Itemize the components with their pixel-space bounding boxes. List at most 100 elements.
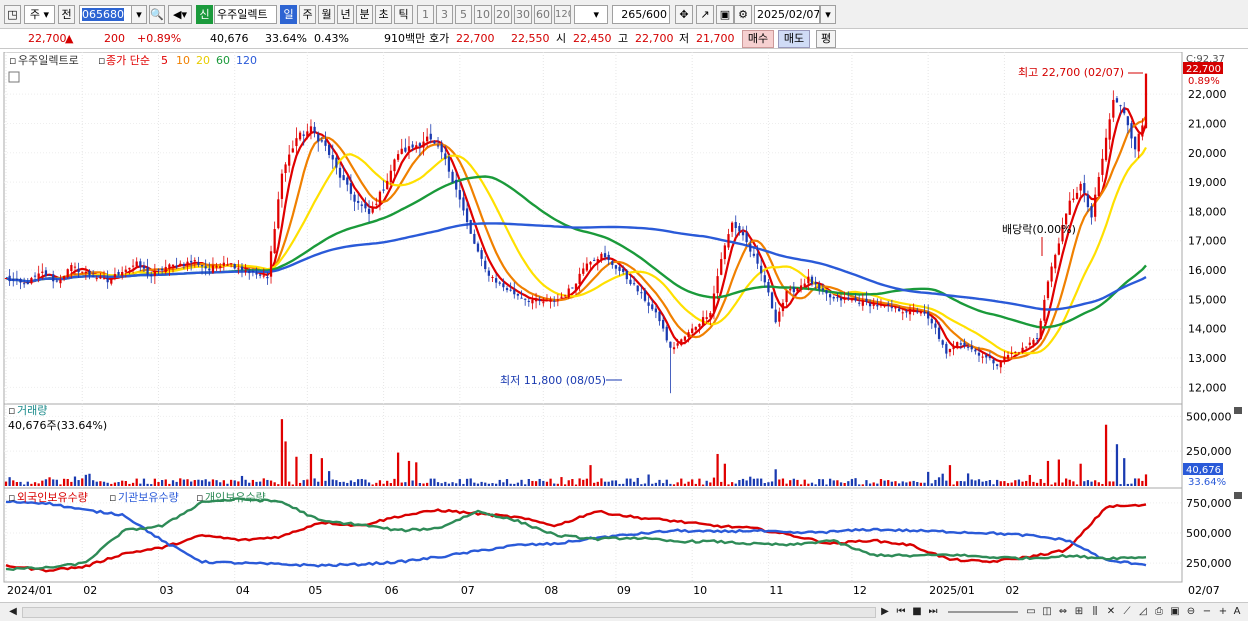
- period-minute[interactable]: 분: [356, 5, 373, 24]
- forward-icon[interactable]: ⏭: [928, 606, 938, 617]
- buy-button[interactable]: 매수: [742, 30, 774, 48]
- save-icon[interactable]: ▣: [716, 5, 734, 24]
- prev-button[interactable]: 전: [58, 5, 75, 24]
- candle-body: [952, 346, 955, 350]
- code-dropdown-icon[interactable]: ▾: [131, 5, 147, 24]
- bars-icon[interactable]: ⫼: [1092, 606, 1098, 617]
- candle-body: [513, 289, 516, 295]
- interval-1[interactable]: 1: [417, 5, 434, 24]
- interval-dropdown[interactable]: ▾: [574, 5, 608, 24]
- date-input[interactable]: 2025/02/07: [754, 5, 820, 24]
- x-tick-label: 02: [1005, 584, 1019, 597]
- candle-body: [578, 273, 581, 285]
- scroll-right-icon[interactable]: ▶: [881, 606, 889, 617]
- volume-bar: [99, 481, 102, 486]
- hold-panel-close-icon[interactable]: [1234, 492, 1242, 499]
- candle-body: [803, 283, 806, 288]
- interval-10[interactable]: 10: [474, 5, 492, 24]
- chart-svg[interactable]: 22,000 21,000 20,000 19,000 18,000 17,000 16,0…: [0, 51, 1248, 602]
- candle-body: [153, 271, 156, 277]
- interval-30[interactable]: 30: [514, 5, 532, 24]
- new-button[interactable]: 신: [196, 5, 213, 24]
- candle-body: [1133, 136, 1137, 150]
- volume-bar: [513, 483, 516, 486]
- interval-5[interactable]: 5: [455, 5, 472, 24]
- price-tag-text: 22,700: [1186, 64, 1221, 75]
- image-icon[interactable]: ▣: [1170, 606, 1180, 617]
- period-year[interactable]: 년: [337, 5, 354, 24]
- search-icon[interactable]: 🔍: [149, 5, 165, 24]
- interval-60[interactable]: 60: [534, 5, 552, 24]
- zoom-slider[interactable]: [948, 611, 1018, 613]
- minus-icon[interactable]: −: [1202, 606, 1212, 617]
- vol-panel-close-icon[interactable]: [1234, 407, 1242, 414]
- line-icon[interactable]: ⟋: [1123, 606, 1131, 617]
- type-select[interactable]: 주 ▾: [24, 5, 55, 24]
- interval-3[interactable]: 3: [436, 5, 453, 24]
- volume-bar: [1108, 481, 1111, 486]
- code-input[interactable]: 065680: [79, 5, 147, 24]
- fit-icon[interactable]: ◫: [1042, 606, 1052, 617]
- interval-120[interactable]: 120: [554, 5, 571, 24]
- chart-area[interactable]: 22,000 21,000 20,000 19,000 18,000 17,000 16,0…: [0, 51, 1248, 602]
- plus-icon[interactable]: +: [1218, 606, 1228, 617]
- candle-body: [382, 189, 385, 191]
- chart-type-icon[interactable]: ⊞: [1074, 606, 1084, 617]
- eval-button[interactable]: 평: [816, 30, 836, 48]
- candle-body: [662, 319, 665, 329]
- volume-bar: [313, 478, 316, 486]
- stop-icon[interactable]: ■: [912, 606, 922, 617]
- crosshair-icon[interactable]: ✥: [675, 5, 693, 24]
- scrollbar[interactable]: [22, 607, 876, 618]
- sell-button[interactable]: 매도: [778, 30, 810, 48]
- speaker-icon[interactable]: ◀▾: [168, 5, 192, 24]
- candle-body: [186, 261, 189, 265]
- volume-bar: [1094, 480, 1097, 486]
- area-icon[interactable]: ◿: [1139, 606, 1147, 617]
- volume-bar: [897, 483, 901, 486]
- candle-body: [625, 270, 628, 280]
- zoom-region-icon[interactable]: ▭: [1026, 606, 1036, 617]
- volume-bar: [963, 481, 966, 486]
- candle-body: [545, 299, 549, 301]
- period-day[interactable]: 일: [280, 5, 297, 24]
- grid-toggle-icon[interactable]: [8, 71, 20, 83]
- candle-body: [1039, 320, 1042, 340]
- candle-body: [433, 140, 436, 144]
- volume-bar: [829, 478, 832, 486]
- candle-body: [124, 269, 127, 273]
- gear-icon[interactable]: ⚙: [734, 5, 752, 24]
- volume-bar: [734, 483, 737, 486]
- rewind-icon[interactable]: ⏮: [896, 606, 906, 617]
- interval-20[interactable]: 20: [494, 5, 512, 24]
- export-icon[interactable]: ⎙: [1155, 606, 1163, 617]
- pan-icon[interactable]: ⇔: [1058, 606, 1068, 617]
- volume-bar: [429, 478, 432, 486]
- candle-body: [248, 270, 251, 274]
- candle-body: [160, 268, 164, 271]
- x-icon[interactable]: ✕: [1106, 606, 1116, 617]
- calendar-icon[interactable]: ▾: [820, 5, 836, 24]
- candle-body: [763, 275, 766, 283]
- volume-bar: [131, 482, 135, 486]
- count-input[interactable]: 265/600: [612, 5, 670, 24]
- scroll-left-icon[interactable]: ◀: [9, 606, 17, 617]
- candle-body: [215, 266, 218, 268]
- period-month[interactable]: 월: [318, 5, 335, 24]
- candle-body: [251, 271, 255, 273]
- volume-bar: [756, 478, 759, 486]
- volume-bar: [1130, 483, 1133, 486]
- zoom-out-search-icon[interactable]: ⊖: [1186, 606, 1196, 617]
- period-second[interactable]: 초: [375, 5, 392, 24]
- candle-body: [1112, 99, 1115, 118]
- candle-body: [930, 318, 933, 324]
- period-week[interactable]: 주: [299, 5, 316, 24]
- candle-body: [520, 297, 523, 299]
- draw-tool-icon[interactable]: ↗: [696, 5, 714, 24]
- candle-body: [280, 173, 284, 199]
- volume-bar: [582, 479, 585, 486]
- period-tick[interactable]: 틱: [394, 5, 413, 24]
- auto-icon[interactable]: A: [1233, 606, 1241, 617]
- candle-body: [734, 222, 737, 228]
- window-icon[interactable]: ◳: [4, 5, 21, 24]
